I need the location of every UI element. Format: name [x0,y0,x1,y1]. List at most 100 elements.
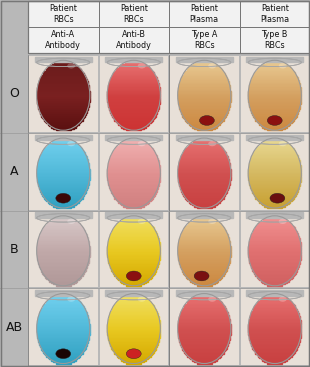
Bar [194,361,215,362]
Bar [181,156,228,158]
Bar [178,253,231,255]
Bar [248,98,301,99]
Bar [108,166,160,167]
Bar [38,84,88,86]
Bar [249,179,301,181]
Bar [110,234,157,236]
Bar [180,313,228,315]
Bar [182,269,227,271]
Bar [254,151,295,152]
Bar [260,222,290,223]
Bar [268,284,282,286]
Bar [261,298,288,300]
Bar [40,156,87,158]
Bar [179,184,230,185]
Bar [109,264,158,265]
Bar [44,148,82,150]
Bar [37,331,90,332]
Bar [255,273,295,275]
Bar [39,159,88,160]
Bar [38,242,89,244]
Bar [179,162,229,163]
Bar [48,144,78,146]
Bar [191,143,218,144]
Bar [257,147,292,148]
Bar [250,315,299,316]
Bar [250,109,299,110]
Bar [259,279,290,280]
Bar [184,72,224,73]
Bar [43,351,83,353]
Bar [248,327,301,328]
Bar [254,117,296,118]
Bar [250,317,300,319]
Bar [116,69,152,70]
Bar [107,92,160,94]
Bar [249,182,300,184]
Bar [180,158,228,159]
Bar [188,301,221,302]
Bar [264,128,285,129]
Bar [37,255,90,256]
Bar [264,205,285,207]
Bar [56,207,71,208]
Bar [47,201,79,203]
Bar [252,268,298,269]
Bar [42,73,84,75]
Text: Anti-A
Antibody: Anti-A Antibody [45,30,81,50]
Bar [249,321,301,323]
Bar [180,343,228,345]
Bar [193,219,216,221]
Bar [266,218,284,219]
Bar [251,234,298,236]
Bar [37,173,90,174]
Bar [37,175,90,177]
Bar [176,290,233,296]
FancyBboxPatch shape [29,56,98,132]
Bar [179,319,230,320]
Bar [250,342,299,343]
Bar [179,106,230,107]
Bar [117,68,150,69]
Bar [43,273,83,275]
Bar [251,158,299,159]
Bar [249,102,301,103]
Bar [253,308,296,309]
Bar [178,257,230,259]
Bar [251,156,298,158]
Bar [252,310,298,312]
Bar [108,88,160,90]
Bar [118,279,149,280]
Ellipse shape [107,60,160,130]
Bar [248,169,301,170]
Bar [178,327,231,328]
Bar [190,280,219,282]
Bar [37,88,89,90]
Bar [256,148,294,150]
Bar [250,188,299,189]
Bar [41,232,86,233]
Bar [35,212,92,218]
Bar [249,260,300,261]
Bar [185,353,224,354]
Bar [116,225,152,226]
Bar [179,87,230,88]
Bar [179,264,229,265]
Bar [179,316,229,317]
Bar [45,354,82,355]
Bar [249,319,300,320]
Bar [184,228,224,229]
Bar [195,218,213,219]
Bar [250,264,299,265]
Bar [266,140,284,142]
Bar [184,73,225,75]
Bar [248,328,301,330]
Ellipse shape [248,138,301,208]
Ellipse shape [279,297,287,302]
Bar [112,115,156,117]
Bar [47,68,80,69]
Bar [37,328,90,330]
Bar [38,339,89,341]
Bar [37,94,90,95]
Bar [110,343,158,345]
